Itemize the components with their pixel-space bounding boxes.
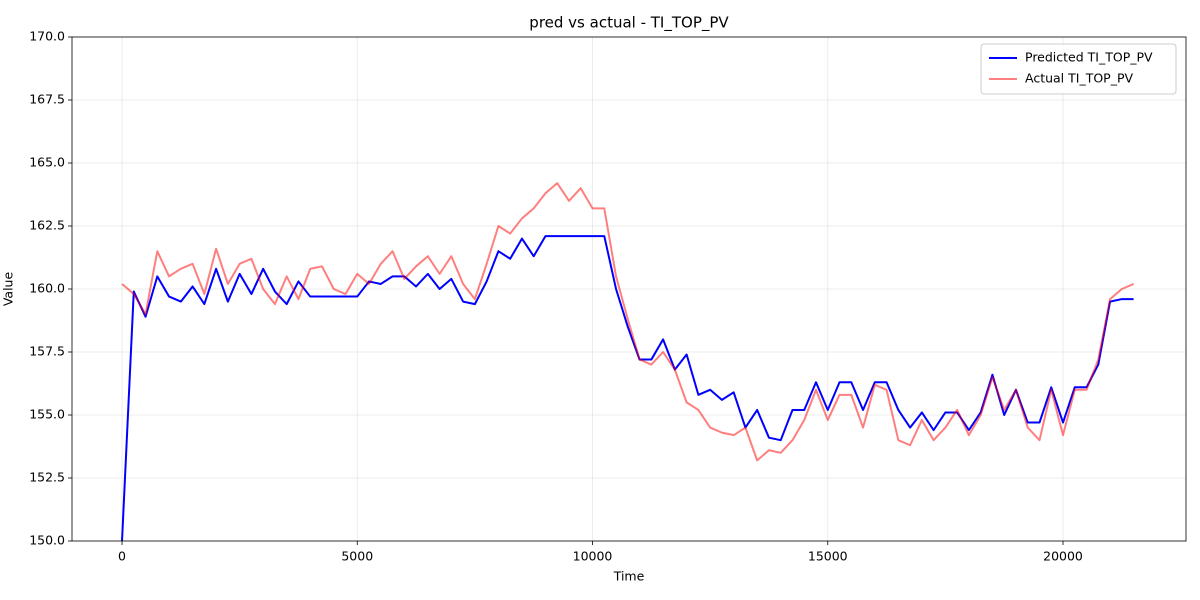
- chart-title: pred vs actual - TI_TOP_PV: [529, 14, 729, 33]
- y-tick-label: 157.5: [29, 344, 65, 359]
- y-tick-label: 165.0: [29, 155, 65, 170]
- x-tick-label: 20000: [1043, 549, 1083, 564]
- legend-label: Predicted TI_TOP_PV: [1025, 50, 1153, 65]
- y-tick-label: 155.0: [29, 407, 65, 422]
- x-axis-label: Time: [613, 569, 645, 584]
- x-tick-label: 10000: [573, 549, 613, 564]
- y-tick-label: 167.5: [29, 92, 65, 107]
- y-tick-label: 162.5: [29, 218, 65, 233]
- y-tick-label: 150.0: [29, 533, 65, 548]
- x-tick-label: 15000: [808, 549, 848, 564]
- y-tick-label: 152.5: [29, 470, 65, 485]
- plot-frame: [71, 36, 1187, 542]
- x-tick-label: 5000: [341, 549, 373, 564]
- legend-box: [980, 43, 1177, 95]
- y-tick-label: 160.0: [29, 281, 65, 296]
- y-axis-label: Value: [1, 272, 16, 307]
- x-tick-label: 0: [118, 549, 126, 564]
- series-line: [121, 235, 1134, 541]
- legend-label: Actual TI_TOP_PV: [1025, 71, 1134, 86]
- y-tick-label: 170.0: [29, 29, 65, 44]
- series-line: [121, 182, 1134, 462]
